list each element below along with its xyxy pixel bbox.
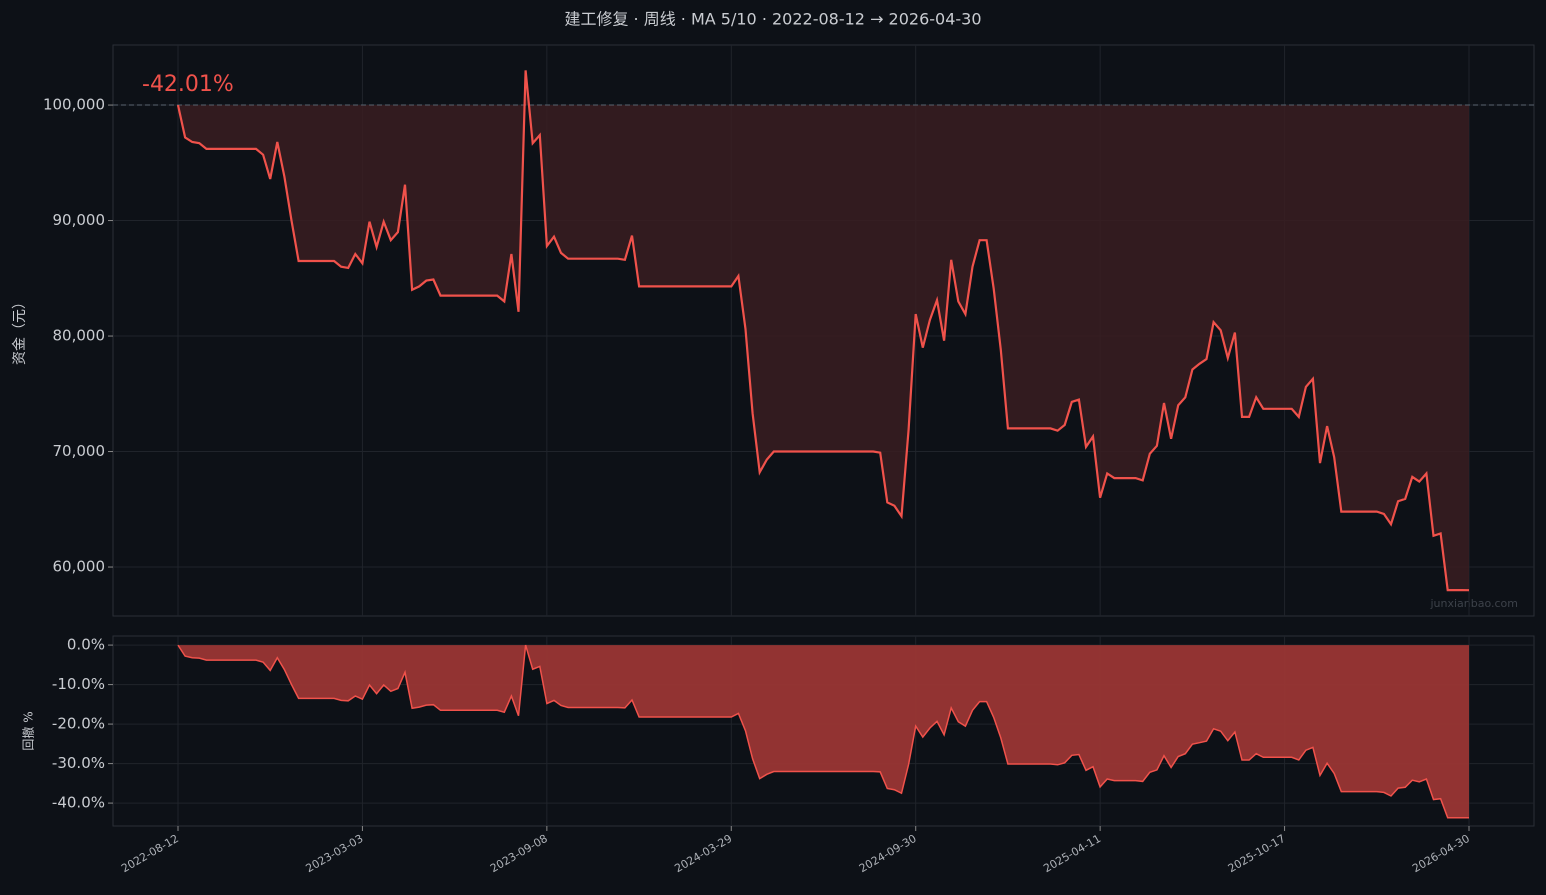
y-axis-label: 回撤 % xyxy=(21,711,36,750)
area-fill xyxy=(178,70,1469,591)
y-tick-label: 100,000 xyxy=(43,96,105,114)
y-tick-label: 80,000 xyxy=(53,327,106,345)
y-tick-label: 90,000 xyxy=(53,211,106,229)
y-tick-label: 60,000 xyxy=(53,558,106,576)
drawdown-panel xyxy=(112,635,1535,827)
y-tick-label: 70,000 xyxy=(53,442,106,460)
y-tick-label: -40.0% xyxy=(52,794,105,812)
y-tick-label: -20.0% xyxy=(52,715,105,733)
equity-panel xyxy=(112,44,1535,617)
y-axis-label: 资金（元） xyxy=(12,295,28,365)
equity-line xyxy=(176,70,1470,592)
watermark: junxianbao.com xyxy=(1429,597,1518,610)
y-tick-label: -10.0% xyxy=(52,675,105,693)
return-annotation: -42.01% xyxy=(142,72,234,97)
chart-title: 建工修复 · 周线 · MA 5/10 · 2022-08-12 → 2026-… xyxy=(564,10,981,29)
y-tick-label: 0.0% xyxy=(67,636,105,654)
y-tick-label: -30.0% xyxy=(52,754,105,772)
drawdown-area xyxy=(178,645,1469,818)
drawdown-line xyxy=(177,644,1469,819)
